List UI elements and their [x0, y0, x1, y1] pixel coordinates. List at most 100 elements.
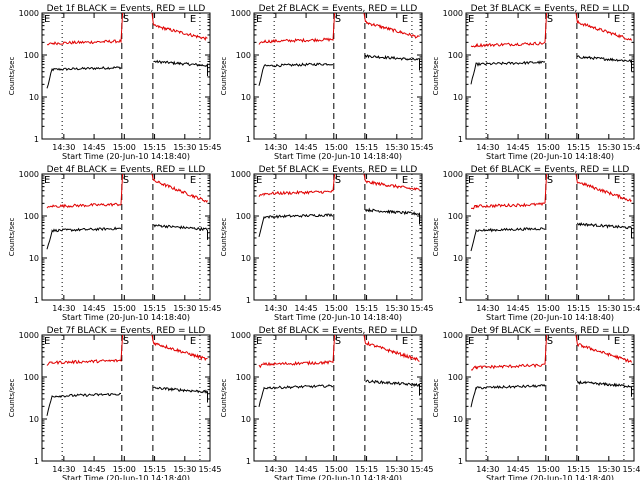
x-axis-label: Start Time (20-Jun-10 14:18:40): [486, 474, 614, 480]
panel-title: Det 3f BLACK = Events, RED = LLD: [471, 4, 630, 14]
x-tick-label: 15:45: [622, 465, 640, 474]
lld-curve-post: [151, 173, 208, 203]
x-tick-label: 15:15: [355, 143, 378, 152]
y-tick-label: 1000: [443, 331, 463, 340]
event-label-e: E: [614, 14, 620, 25]
event-label-e: E: [190, 175, 196, 186]
y-axis-label: Counts/sec: [220, 379, 228, 418]
y-tick-label: 1: [246, 296, 251, 305]
events-curve-pre: [470, 227, 546, 252]
y-tick-label: 1000: [19, 170, 39, 179]
lld-curve-post: [151, 334, 208, 362]
lld-curve-post: [363, 173, 420, 191]
x-tick-label: 15:00: [113, 304, 136, 313]
y-tick-label: 1: [458, 457, 463, 466]
event-label-e: E: [256, 336, 262, 347]
x-tick-label: 14:45: [295, 143, 318, 152]
y-tick-label: 1000: [231, 331, 251, 340]
y-tick-label: 1: [246, 457, 251, 466]
event-label-e: E: [190, 336, 196, 347]
panel-title: Det 1f BLACK = Events, RED = LLD: [47, 4, 206, 14]
x-tick-label: 15:30: [173, 304, 196, 313]
y-axis-label: Counts/sec: [432, 218, 440, 257]
y-tick-label: 1: [34, 135, 39, 144]
x-axis-label: Start Time (20-Jun-10 14:18:40): [62, 313, 190, 322]
plot-frame: [41, 334, 211, 462]
x-tick-label: 15:30: [385, 465, 408, 474]
lld-curve-post: [575, 334, 632, 363]
events-curve-post: [577, 55, 632, 72]
y-tick-label: 1: [34, 457, 39, 466]
x-tick-label: 14:45: [507, 143, 530, 152]
x-tick-label: 14:30: [476, 304, 499, 313]
x-tick-label: 15:45: [410, 304, 433, 313]
x-tick-label: 15:45: [622, 304, 640, 313]
x-tick-label: 15:30: [385, 143, 408, 152]
events-curve-pre: [46, 392, 122, 416]
x-axis-label: Start Time (20-Jun-10 14:18:40): [486, 313, 614, 322]
x-tick-label: 14:45: [507, 304, 530, 313]
event-label-e: E: [402, 336, 408, 347]
event-label-s: S: [123, 14, 129, 25]
x-tick-label: 15:30: [385, 304, 408, 313]
plot-frame: [465, 12, 635, 140]
events-curve-post: [153, 223, 208, 240]
x-tick-label: 15:00: [113, 143, 136, 152]
panel-det-1: Det 1f BLACK = Events, RED = LLD 1 10 100 10…: [8, 4, 222, 161]
x-tick-label: 14:30: [52, 304, 75, 313]
panel-title: Det 5f BLACK = Events, RED = LLD: [259, 165, 418, 175]
events-curve-pre: [470, 383, 546, 408]
x-tick-label: 14:30: [264, 465, 287, 474]
y-tick-label: 10: [453, 93, 463, 102]
events-curve-post: [576, 221, 632, 239]
y-tick-label: 1: [458, 296, 463, 305]
panel-det-5: Det 5f BLACK = Events, RED = LLD 1 10 100 10…: [220, 165, 434, 322]
panel-det-7: Det 7f BLACK = Events, RED = LLD 1 10 100 10…: [8, 326, 222, 480]
x-axis-label: Start Time (20-Jun-10 14:18:40): [274, 474, 402, 480]
x-tick-label: 15:00: [325, 465, 348, 474]
x-tick-label: 14:45: [83, 143, 106, 152]
lld-curve-pre: [470, 173, 548, 210]
y-tick-label: 1000: [231, 9, 251, 18]
x-axis-label: Start Time (20-Jun-10 14:18:40): [62, 152, 190, 161]
x-tick-label: 15:15: [143, 304, 166, 313]
y-tick-label: 100: [448, 212, 463, 221]
lld-curve-post: [363, 334, 420, 362]
y-axis-label: Counts/sec: [432, 57, 440, 96]
event-label-s: S: [335, 14, 341, 25]
x-tick-label: 15:15: [355, 465, 378, 474]
y-tick-label: 1: [34, 296, 39, 305]
panel-title: Det 7f BLACK = Events, RED = LLD: [47, 326, 206, 336]
plot-frame: [465, 173, 635, 301]
y-tick-label: 10: [453, 415, 463, 424]
x-tick-label: 15:30: [173, 465, 196, 474]
lld-curve-post: [575, 173, 632, 203]
event-label-s: S: [335, 336, 341, 347]
x-axis-label: Start Time (20-Jun-10 14:18:40): [274, 152, 402, 161]
x-tick-label: 14:30: [264, 143, 287, 152]
x-axis-label: Start Time (20-Jun-10 14:18:40): [486, 152, 614, 161]
event-label-s: S: [335, 175, 341, 186]
y-tick-label: 100: [236, 51, 251, 60]
y-axis-label: Counts/sec: [8, 57, 16, 96]
x-tick-label: 15:30: [173, 143, 196, 152]
x-tick-label: 15:45: [622, 143, 640, 152]
event-label-s: S: [123, 336, 129, 347]
x-tick-label: 14:30: [264, 304, 287, 313]
events-curve-post: [365, 379, 420, 396]
x-tick-label: 14:45: [83, 304, 106, 313]
x-tick-label: 15:45: [198, 304, 221, 313]
x-tick-label: 14:45: [295, 465, 318, 474]
x-tick-label: 15:45: [198, 465, 221, 474]
plot-frame: [465, 334, 635, 462]
y-axis-label: Counts/sec: [8, 218, 16, 257]
event-label-e: E: [402, 14, 408, 25]
y-tick-label: 100: [236, 373, 251, 382]
panel-title: Det 4f BLACK = Events, RED = LLD: [47, 165, 206, 175]
event-label-s: S: [547, 336, 553, 347]
x-tick-label: 15:00: [537, 465, 560, 474]
lld-curve-post: [151, 12, 208, 42]
lld-curve-pre: [258, 334, 336, 369]
y-tick-label: 1000: [19, 9, 39, 18]
lld-curve-pre: [46, 173, 124, 209]
